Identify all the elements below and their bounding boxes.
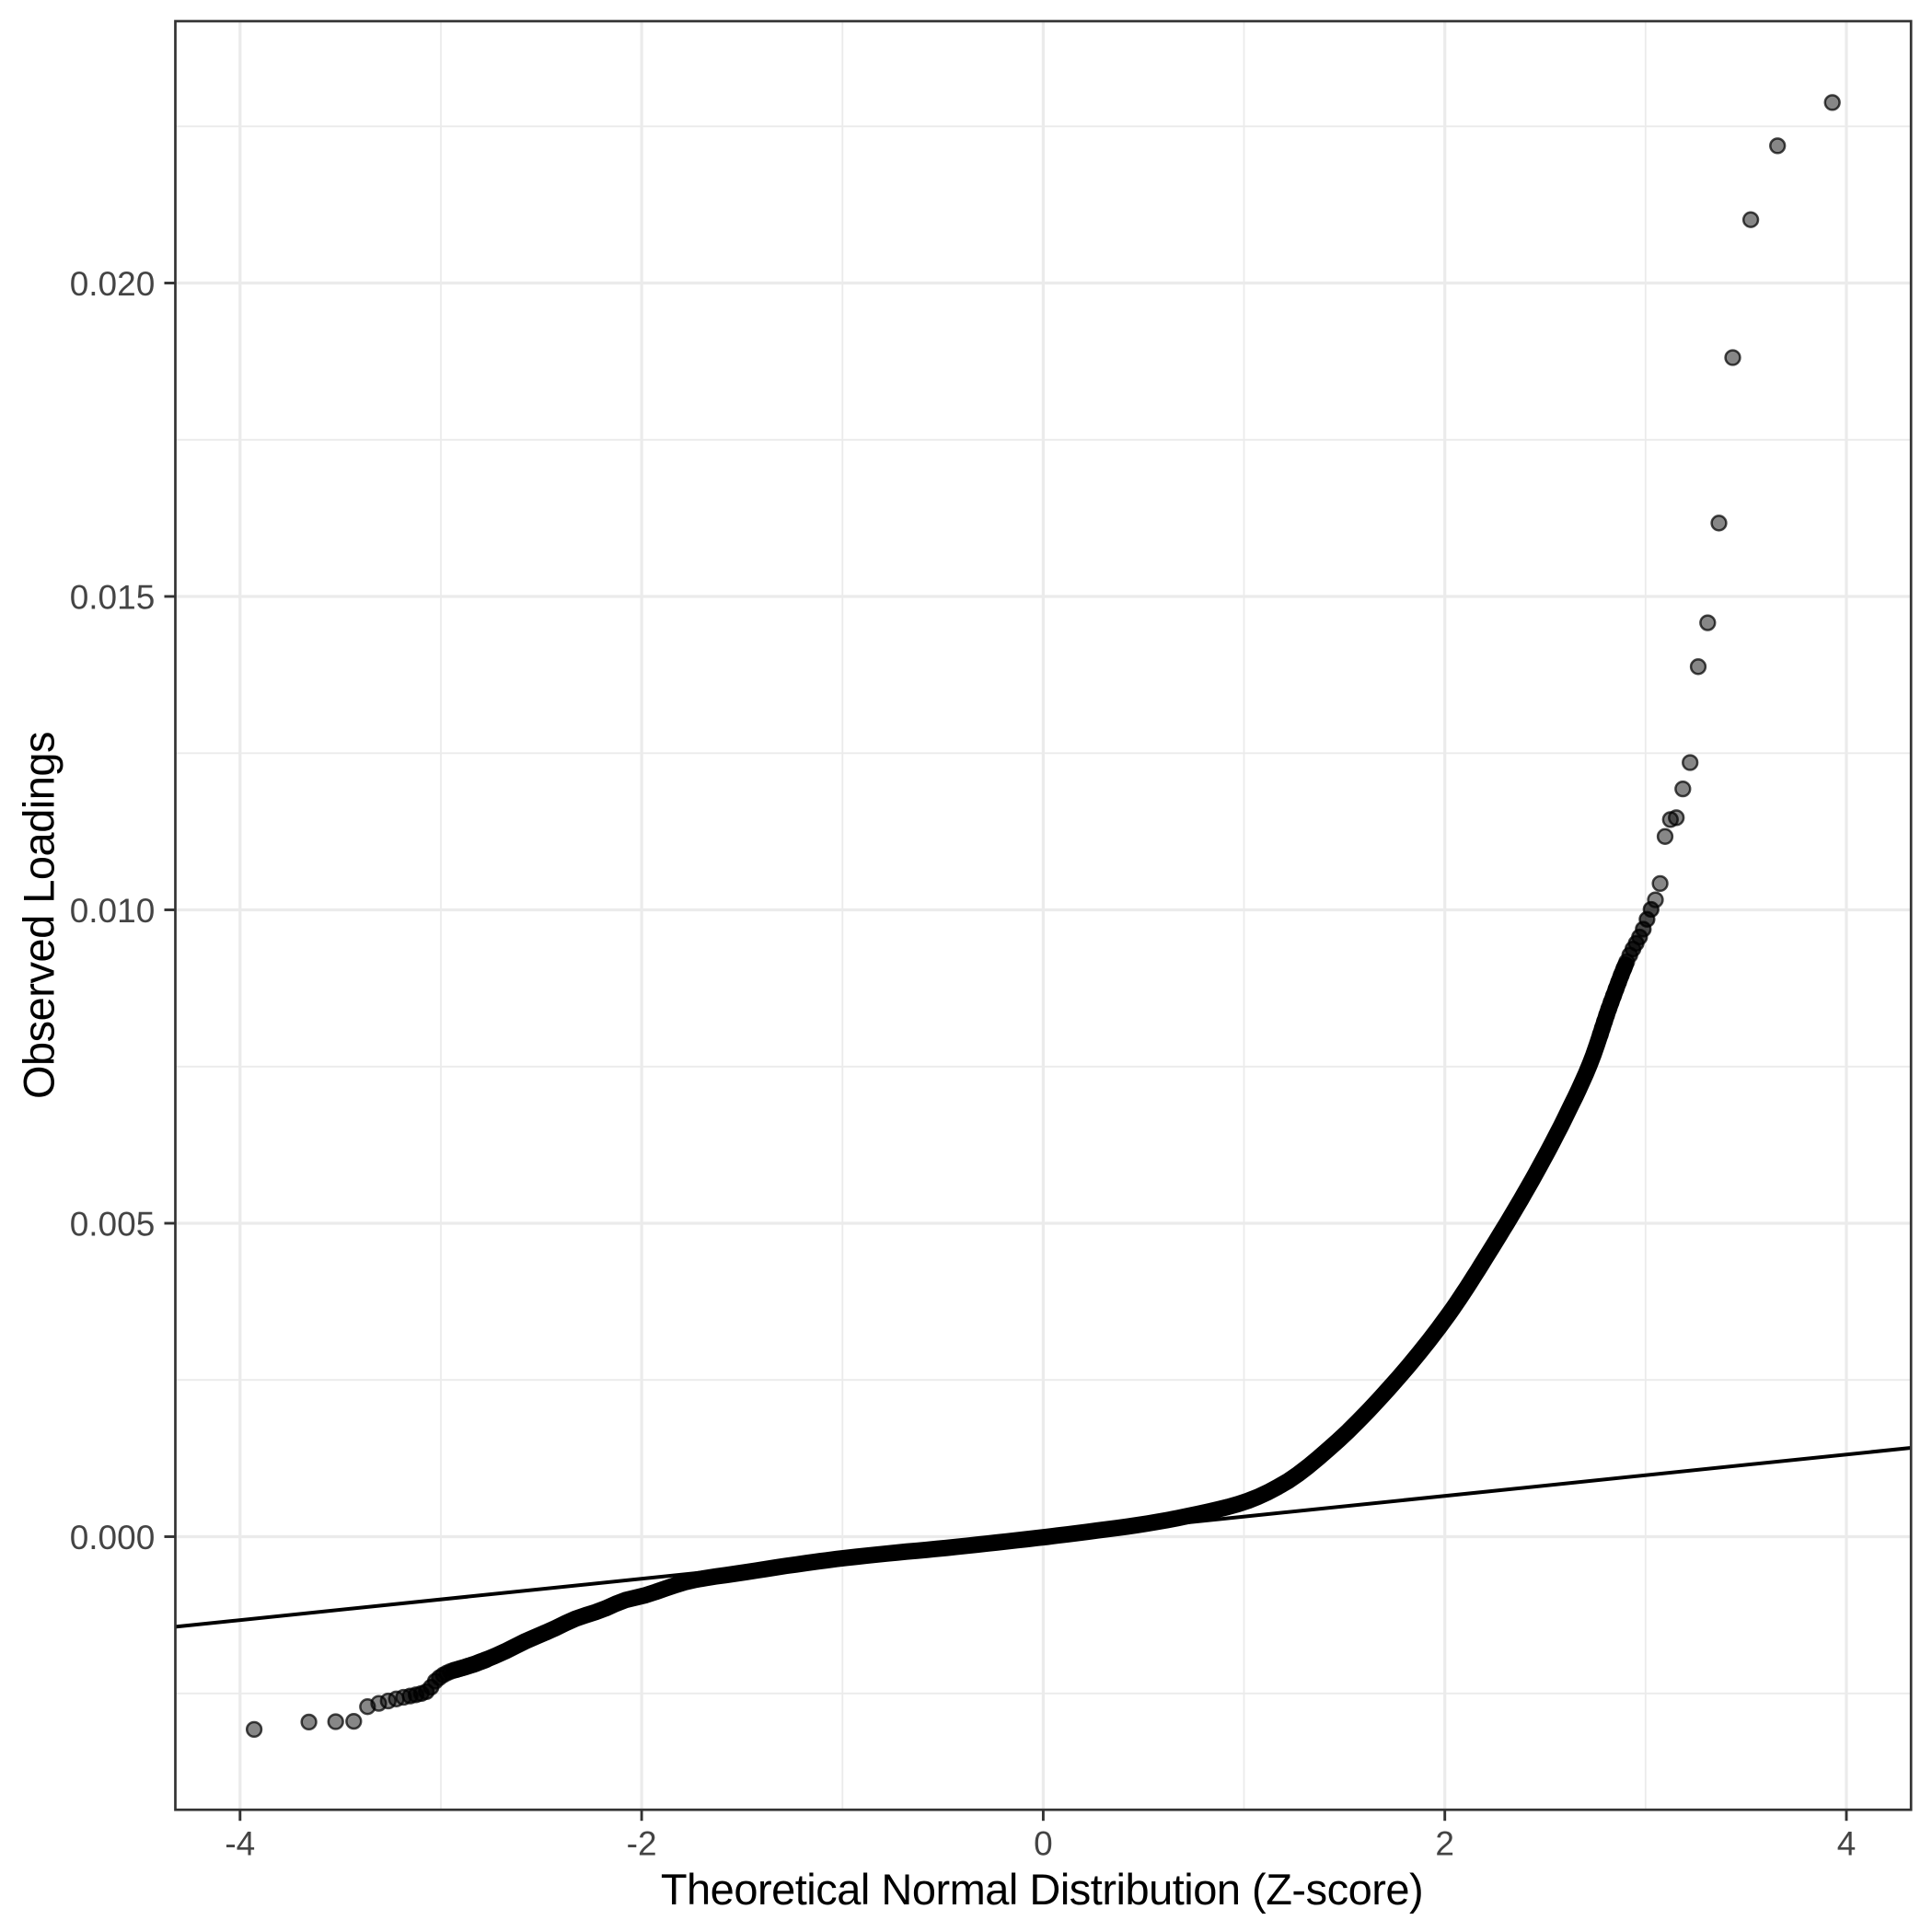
svg-text:-4: -4 (225, 1824, 255, 1862)
svg-text:0.015: 0.015 (70, 578, 156, 616)
svg-text:0.010: 0.010 (70, 892, 156, 930)
svg-text:0.005: 0.005 (70, 1205, 156, 1243)
svg-text:0: 0 (1034, 1824, 1053, 1862)
svg-text:Theoretical Normal Distributio: Theoretical Normal Distribution (Z-score… (661, 1865, 1423, 1914)
svg-text:2: 2 (1435, 1824, 1454, 1862)
svg-text:4: 4 (1837, 1824, 1857, 1862)
svg-text:0.020: 0.020 (70, 265, 156, 303)
svg-text:0.000: 0.000 (70, 1519, 156, 1556)
svg-text:-2: -2 (627, 1824, 657, 1862)
svg-text:Observed Loadings: Observed Loadings (15, 732, 64, 1099)
